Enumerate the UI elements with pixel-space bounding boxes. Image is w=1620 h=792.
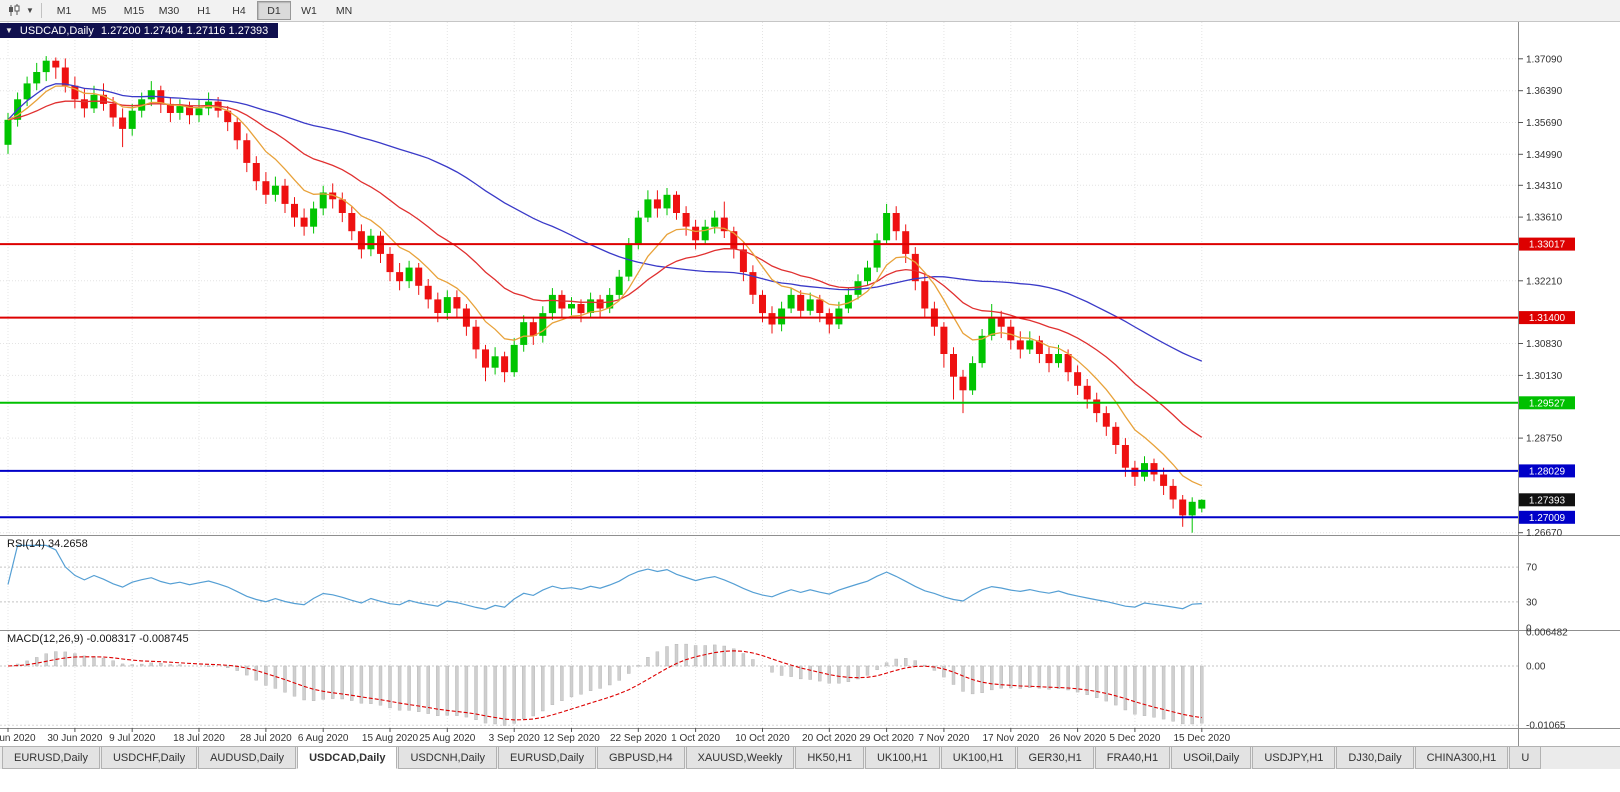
timeframe-button-H1[interactable]: H1 bbox=[197, 4, 211, 17]
chart-tab[interactable]: DJ30,Daily bbox=[1336, 747, 1414, 769]
svg-text:1.36390: 1.36390 bbox=[1526, 86, 1563, 97]
svg-text:20 Oct 2020: 20 Oct 2020 bbox=[802, 733, 857, 744]
chart-tab[interactable]: USDJPY,H1 bbox=[1252, 747, 1336, 769]
svg-text:1.27009: 1.27009 bbox=[1529, 513, 1566, 524]
timeframe-button-M30[interactable]: M30 bbox=[158, 4, 180, 17]
svg-text:1.34990: 1.34990 bbox=[1526, 150, 1563, 161]
svg-text:1.30830: 1.30830 bbox=[1526, 339, 1563, 350]
svg-text:25 Aug 2020: 25 Aug 2020 bbox=[419, 733, 476, 744]
svg-text:1.30130: 1.30130 bbox=[1526, 371, 1563, 382]
rsi-panel: 70 30 0 bbox=[0, 544, 1538, 635]
chart-tab[interactable]: FRA40,H1 bbox=[1094, 747, 1171, 769]
svg-text:1.27393: 1.27393 bbox=[1529, 495, 1566, 506]
chart-collapse-icon[interactable]: ▼ bbox=[5, 26, 13, 35]
svg-text:0: 0 bbox=[1526, 624, 1532, 635]
price-axis[interactable]: 1.37090 1.36390 1.35690 1.34990 1.34310 1.336… bbox=[1518, 54, 1563, 539]
svg-text:18 Jul 2020: 18 Jul 2020 bbox=[173, 733, 225, 744]
rsi-name: RSI(14) bbox=[7, 538, 45, 550]
svg-text:30: 30 bbox=[1526, 597, 1538, 608]
svg-text:15 Aug 2020: 15 Aug 2020 bbox=[362, 733, 419, 744]
chart-tab[interactable]: USDCNH,Daily bbox=[398, 747, 498, 769]
svg-text:1.32210: 1.32210 bbox=[1526, 276, 1563, 287]
chart-tab[interactable]: EURUSD,Daily bbox=[2, 747, 100, 769]
toolbar-separator bbox=[41, 3, 42, 18]
svg-text:1.29527: 1.29527 bbox=[1529, 398, 1566, 409]
date-axis[interactable]: 20 Jun 2020 30 Jun 2020 9 Jul 2020 18 Jul 2… bbox=[0, 728, 1231, 744]
chart-tab[interactable]: GBPUSD,H4 bbox=[597, 747, 685, 769]
svg-text:12 Sep 2020: 12 Sep 2020 bbox=[543, 733, 600, 744]
timeframe-button-H4[interactable]: H4 bbox=[232, 4, 246, 17]
price-badges: 1.33017 1.31400 1.29527 1.28029 1.27009 1.273… bbox=[1519, 237, 1575, 524]
svg-text:6 Aug 2020: 6 Aug 2020 bbox=[298, 733, 349, 744]
macd-name: MACD(12,26,9) bbox=[7, 633, 84, 645]
timeframe-toolbar: ▼ M1 M5 M15 M30 H1 H4 D1 W1 MN bbox=[0, 0, 1620, 22]
svg-text:17 Nov 2020: 17 Nov 2020 bbox=[982, 733, 1039, 744]
chart-tab[interactable]: HK50,H1 bbox=[795, 747, 864, 769]
chart-tabs-bar: EURUSD,Daily USDCHF,Daily AUDUSD,Daily USDC… bbox=[0, 746, 1620, 769]
svg-text:26 Nov 2020: 26 Nov 2020 bbox=[1049, 733, 1106, 744]
svg-text:1 Oct 2020: 1 Oct 2020 bbox=[671, 733, 720, 744]
timeframe-button-M1[interactable]: M1 bbox=[56, 4, 72, 17]
svg-text:-0.01065: -0.01065 bbox=[1526, 721, 1566, 732]
chart-tab[interactable]: XAUUSD,Weekly bbox=[685, 747, 795, 769]
chart-tab[interactable]: USOil,Daily bbox=[1171, 747, 1252, 769]
panel-separators bbox=[0, 22, 1620, 746]
mini-candles-glyph bbox=[8, 4, 19, 16]
svg-text:1.28029: 1.28029 bbox=[1529, 466, 1566, 477]
rsi-value: 34.2658 bbox=[47, 538, 88, 550]
svg-text:70: 70 bbox=[1526, 563, 1538, 574]
chart-title-ohlc: 1.27200 1.27404 1.27116 1.27393 bbox=[100, 24, 269, 37]
chart-tab[interactable]: AUDUSD,Daily bbox=[198, 747, 297, 769]
chart-background bbox=[0, 22, 1620, 746]
chart-type-icon[interactable] bbox=[4, 2, 24, 20]
svg-text:9 Jul 2020: 9 Jul 2020 bbox=[109, 733, 156, 744]
chart-tab[interactable]: USDCAD,Daily bbox=[297, 747, 398, 769]
chart-canvas[interactable]: 1.37090 1.36390 1.35690 1.34990 1.34310 1.336… bbox=[0, 22, 1620, 746]
chart-title-symbol: USDCAD,Daily bbox=[19, 24, 94, 37]
svg-text:1.33610: 1.33610 bbox=[1526, 213, 1563, 224]
svg-text:5 Dec 2020: 5 Dec 2020 bbox=[1109, 733, 1161, 744]
svg-text:1.35690: 1.35690 bbox=[1526, 118, 1563, 129]
chart-tab[interactable]: EURUSD,Daily bbox=[498, 747, 596, 769]
chart-tab[interactable]: UK100,H1 bbox=[864, 747, 940, 769]
svg-text:22 Sep 2020: 22 Sep 2020 bbox=[610, 733, 667, 744]
svg-text:3 Sep 2020: 3 Sep 2020 bbox=[489, 733, 541, 744]
timeframe-button-MN[interactable]: MN bbox=[335, 4, 353, 17]
timeframe-buttons: M1 M5 M15 M30 H1 H4 D1 W1 MN bbox=[47, 1, 361, 20]
timeframe-button-M15[interactable]: M15 bbox=[123, 4, 145, 17]
svg-text:10 Oct 2020: 10 Oct 2020 bbox=[735, 733, 790, 744]
chart-type-dropdown-icon[interactable]: ▼ bbox=[26, 6, 34, 15]
svg-text:0.00: 0.00 bbox=[1526, 662, 1546, 673]
svg-text:1.28750: 1.28750 bbox=[1526, 434, 1563, 445]
timeframe-button-M5[interactable]: M5 bbox=[91, 4, 107, 17]
macd-indicator-label: MACD(12,26,9) -0.008317 -0.008745 bbox=[7, 633, 189, 645]
svg-text:7 Nov 2020: 7 Nov 2020 bbox=[918, 733, 970, 744]
grid-layer bbox=[0, 22, 1518, 728]
chart-title-bar[interactable]: ▼ USDCAD,Daily 1.27200 1.27404 1.27116 1… bbox=[0, 23, 279, 38]
svg-text:15 Dec 2020: 15 Dec 2020 bbox=[1173, 733, 1230, 744]
svg-text:1.34310: 1.34310 bbox=[1526, 181, 1563, 192]
svg-text:1.37090: 1.37090 bbox=[1526, 54, 1563, 65]
svg-text:1.26670: 1.26670 bbox=[1526, 528, 1563, 539]
svg-text:29 Oct 2020: 29 Oct 2020 bbox=[859, 733, 914, 744]
chart-tab[interactable]: USDCHF,Daily bbox=[100, 747, 198, 769]
macd-panel: 0.006482 0.00 -0.01065 bbox=[0, 628, 1568, 732]
svg-text:30 Jun 2020: 30 Jun 2020 bbox=[47, 733, 102, 744]
chart-tab[interactable]: U bbox=[1509, 747, 1542, 769]
timeframe-button-D1[interactable]: D1 bbox=[257, 1, 291, 20]
svg-text:28 Jul 2020: 28 Jul 2020 bbox=[240, 733, 292, 744]
macd-values: -0.008317 -0.008745 bbox=[86, 633, 189, 645]
moving-average-layer bbox=[7, 83, 1203, 487]
chart-tab[interactable]: GER30,H1 bbox=[1016, 747, 1094, 769]
svg-text:1.31400: 1.31400 bbox=[1529, 313, 1566, 324]
svg-text:0.006482: 0.006482 bbox=[1526, 628, 1568, 639]
rsi-indicator-label: RSI(14) 34.2658 bbox=[7, 538, 88, 550]
chart-tab[interactable]: UK100,H1 bbox=[940, 747, 1016, 769]
timeframe-button-W1[interactable]: W1 bbox=[301, 4, 317, 17]
svg-text:20 Jun 2020: 20 Jun 2020 bbox=[0, 733, 36, 744]
svg-text:1.33017: 1.33017 bbox=[1529, 240, 1566, 251]
chart-tab[interactable]: CHINA300,H1 bbox=[1414, 747, 1509, 769]
horizontal-lines-layer[interactable] bbox=[0, 243, 1518, 519]
